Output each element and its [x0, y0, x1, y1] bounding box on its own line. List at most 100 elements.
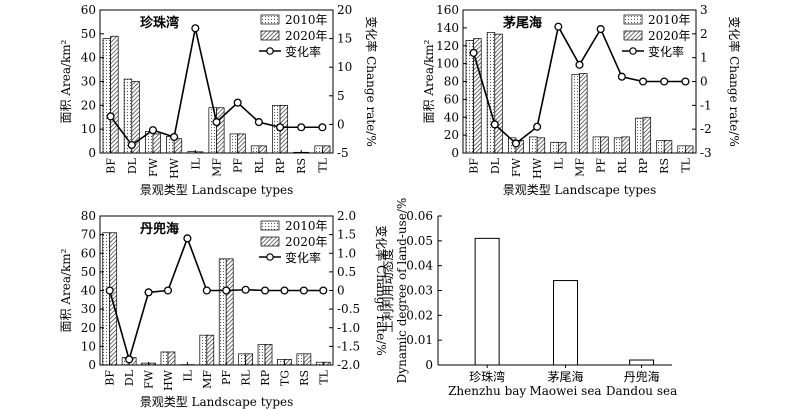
y2-axis-title: 变化率 Change rate/%: [727, 16, 742, 146]
bar-dynamic-degree-1: [553, 280, 579, 366]
x-tick-label: RS: [295, 158, 308, 174]
bar-2020-RL: [621, 136, 630, 154]
bar-2010-TL: [677, 145, 686, 154]
y2-tick-label: -1: [700, 98, 712, 112]
change-rate-point-MF: [212, 118, 221, 127]
bar-2020-HW: [167, 351, 176, 366]
bar-2020-RP: [642, 116, 652, 154]
chart-title: 丹兜海: [140, 221, 179, 237]
legend-label-2010: 2010年: [285, 13, 328, 27]
chart-dandou-sea: 0 10 20 30 40 50 60 70 80 -2.0 -1.5 -1.0 -0.5 0 0.5 1.0…: [59, 209, 389, 409]
legend-label-2020: 2020年: [285, 235, 328, 249]
legend-marker-change-rate: [266, 47, 274, 55]
y-tick-label: 0.01: [406, 333, 433, 347]
y-tick-label: 80: [81, 209, 96, 223]
y2-tick-label: 1.0: [337, 246, 356, 260]
x-axis-title: 景观类型 Landscape types: [140, 183, 294, 197]
y2-axis-title: 变化率 Change rate/%: [364, 16, 379, 146]
legend-label-2010: 2010年: [285, 219, 328, 233]
change-rate-point-FW: [511, 139, 520, 148]
x-tick-label: TL: [317, 369, 330, 384]
x-tick-label: FW: [510, 157, 523, 177]
x-tick-label: RP: [637, 157, 650, 173]
bar-2010-HW: [160, 351, 169, 366]
bar-2010-BF: [102, 232, 111, 366]
x-tick-label-line: Zhenzhu bay: [448, 384, 526, 398]
change-rate-point-RL: [617, 72, 626, 81]
change-rate-point-RS: [299, 286, 308, 295]
bar-2020-RS: [303, 353, 312, 366]
bar-2020-DL: [494, 33, 503, 154]
x-tick-label: RS: [298, 370, 311, 386]
y-tick-label: 0: [425, 358, 433, 372]
x-tick-label: IL: [189, 157, 202, 169]
y2-axis-title: 变化率 Change rate/%: [374, 225, 389, 355]
y2-tick-label: 5: [337, 89, 345, 103]
x-tick-label: DL: [126, 157, 139, 174]
x-tick-label-line: 茅尾海: [548, 369, 584, 384]
y2-tick-label: 2: [700, 27, 708, 41]
x-tick-label: FW: [147, 157, 160, 177]
change-rate-point-TL: [319, 286, 328, 295]
change-rate-point-DL: [125, 355, 134, 364]
change-rate-point-TL: [681, 77, 690, 86]
y-tick-label: 60: [81, 3, 96, 17]
y2-tick-label: -0.5: [337, 302, 360, 316]
bar-2020-PF: [600, 136, 609, 154]
y2-tick-label: 3: [700, 3, 708, 17]
y-tick-label: 0.04: [406, 259, 433, 273]
change-rate-point-HW: [170, 132, 179, 142]
y-tick-label: 0.03: [406, 284, 433, 298]
bar-2020-IL: [557, 141, 567, 154]
x-tick-label-line: Dandou sea: [606, 384, 677, 398]
change-rate-point-BF: [106, 112, 115, 121]
legend-label-2010: 2010年: [648, 13, 691, 27]
legend-swatch-2010: [260, 14, 280, 25]
y-tick-label: 40: [81, 284, 96, 298]
y2-tick-label: 1.5: [337, 228, 356, 242]
y2-tick-label: -5: [337, 146, 349, 160]
x-tick-label: HW: [168, 157, 181, 179]
legend-label-change-rate: 变化率: [285, 250, 321, 265]
bar-2020-RL: [245, 353, 253, 366]
y-tick-label: 0: [88, 146, 96, 160]
legend-swatch-2020: [623, 30, 643, 41]
x-tick-label: BF: [468, 158, 481, 174]
change-rate-point-RL: [254, 118, 263, 127]
x-tick-label: RS: [658, 158, 671, 174]
y2-tick-label: 1: [700, 51, 708, 65]
x-tick-label-line: 丹兜海: [624, 369, 660, 384]
change-rate-point-DL: [127, 140, 136, 150]
bar-2010-TL: [314, 145, 323, 154]
chart-zhenzhu-bay: 0 10 20 30 40 50 60 -5 0 5 10 15 20 BF DL FW HW IL MF PF RL R…: [59, 3, 379, 197]
bar-2010-BF: [102, 38, 111, 154]
bar-2010-RP: [635, 117, 644, 154]
bar-2010-RL: [250, 145, 260, 154]
y2-tick-label: 0.5: [337, 265, 356, 279]
x-tick-label: 珍珠湾 Zhenzhu bay: [448, 369, 526, 398]
bar-2020-PF: [237, 133, 246, 154]
y-tick-label: 0.06: [406, 209, 433, 223]
x-tick-label: IL: [552, 157, 565, 169]
x-tick-label: RL: [616, 157, 629, 173]
y-tick-label: 60: [444, 92, 459, 106]
x-tick-label: HW: [531, 157, 544, 179]
legend-swatch-2020: [260, 236, 280, 247]
bar-2020-RP: [264, 344, 273, 366]
x-tick-label: PF: [220, 370, 233, 385]
y-axis-title: 面积 Area/km²: [59, 39, 73, 123]
x-tick-label: TL: [679, 157, 692, 172]
x-tick-label: MF: [211, 158, 224, 177]
legend-marker-change-rate: [629, 47, 637, 55]
y-tick-label: 70: [81, 228, 96, 242]
x-tick-label: TG: [278, 370, 291, 386]
x-tick-label: MF: [201, 370, 214, 389]
x-tick-label: PF: [595, 158, 608, 173]
bar-2020-BF: [109, 232, 118, 366]
y-axis-title-line: Dynamic degree of land-use/%: [395, 198, 409, 384]
change-rate-point-DL: [490, 120, 499, 129]
legend-label-2020: 2020年: [285, 29, 328, 43]
x-tick-label: DL: [123, 369, 136, 386]
bar-2020-RL: [258, 145, 267, 154]
